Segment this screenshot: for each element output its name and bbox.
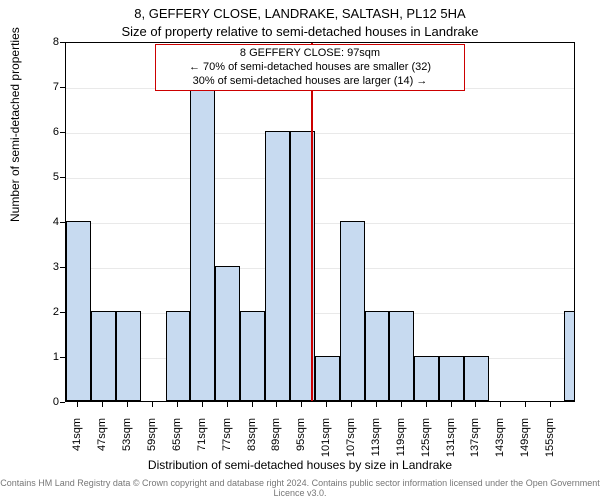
- y-tick-mark: [60, 222, 65, 223]
- y-tick-label: 3: [29, 261, 59, 273]
- y-tick-label: 7: [29, 81, 59, 93]
- y-tick-mark: [60, 177, 65, 178]
- figure-container: 8, GEFFERY CLOSE, LANDRAKE, SALTASH, PL1…: [0, 0, 600, 500]
- annotation-line-3: 30% of semi-detached houses are larger (…: [160, 75, 460, 89]
- footer-attribution: Contains HM Land Registry data © Crown c…: [0, 478, 600, 498]
- plot-outer: [65, 42, 575, 402]
- x-tick-mark: [102, 402, 103, 407]
- x-tick-mark: [376, 402, 377, 407]
- histogram-bar: [66, 221, 91, 401]
- x-tick-mark: [227, 402, 228, 407]
- histogram-bar: [340, 221, 365, 401]
- property-marker-line: [311, 43, 313, 401]
- annotation-line-1: 8 GEFFERY CLOSE: 97sqm: [160, 47, 460, 61]
- gridline: [66, 313, 574, 314]
- histogram-bar: [265, 131, 290, 401]
- y-tick-mark: [60, 312, 65, 313]
- chart-title-sub: Size of property relative to semi-detach…: [0, 24, 600, 39]
- histogram-bar: [439, 356, 464, 401]
- y-tick-mark: [60, 87, 65, 88]
- gridline: [66, 133, 574, 134]
- y-tick-label: 2: [29, 306, 59, 318]
- gridline: [66, 178, 574, 179]
- x-tick-mark: [127, 402, 128, 407]
- histogram-bar: [215, 266, 240, 401]
- x-tick-mark: [202, 402, 203, 407]
- gridline: [66, 268, 574, 269]
- histogram-bar: [414, 356, 439, 401]
- y-tick-mark: [60, 42, 65, 43]
- histogram-bar: [389, 311, 414, 401]
- annotation-line-2: ← 70% of semi-detached houses are smalle…: [160, 61, 460, 75]
- x-tick-mark: [177, 402, 178, 407]
- histogram-bar: [240, 311, 265, 401]
- x-axis-label: Distribution of semi-detached houses by …: [0, 458, 600, 472]
- y-tick-label: 5: [29, 171, 59, 183]
- x-tick-mark: [426, 402, 427, 407]
- x-tick-mark: [252, 402, 253, 407]
- x-tick-mark: [475, 402, 476, 407]
- y-tick-mark: [60, 357, 65, 358]
- x-tick-mark: [451, 402, 452, 407]
- x-tick-mark: [550, 402, 551, 407]
- x-tick-mark: [77, 402, 78, 407]
- x-tick-mark: [351, 402, 352, 407]
- histogram-bar: [464, 356, 489, 401]
- x-tick-mark: [326, 402, 327, 407]
- histogram-bar: [365, 311, 390, 401]
- x-tick-mark: [525, 402, 526, 407]
- x-tick-mark: [301, 402, 302, 407]
- histogram-bar: [91, 311, 116, 401]
- gridline: [66, 223, 574, 224]
- x-tick-mark: [500, 402, 501, 407]
- x-tick-mark: [276, 402, 277, 407]
- y-tick-label: 0: [29, 396, 59, 408]
- plot-area: [65, 42, 575, 402]
- histogram-bar: [116, 311, 141, 401]
- y-tick-mark: [60, 132, 65, 133]
- y-tick-mark: [60, 402, 65, 403]
- histogram-bar: [564, 311, 575, 401]
- y-tick-mark: [60, 267, 65, 268]
- annotation-box: 8 GEFFERY CLOSE: 97sqm ← 70% of semi-det…: [155, 44, 465, 91]
- x-tick-mark: [152, 402, 153, 407]
- y-tick-label: 1: [29, 351, 59, 363]
- histogram-bar: [315, 356, 340, 401]
- histogram-bar: [166, 311, 191, 401]
- y-tick-label: 8: [29, 36, 59, 48]
- x-tick-mark: [401, 402, 402, 407]
- y-axis-label: Number of semi-detached properties: [8, 27, 22, 222]
- y-tick-label: 4: [29, 216, 59, 228]
- y-tick-label: 6: [29, 126, 59, 138]
- histogram-bar: [190, 86, 215, 401]
- chart-title-main: 8, GEFFERY CLOSE, LANDRAKE, SALTASH, PL1…: [0, 6, 600, 21]
